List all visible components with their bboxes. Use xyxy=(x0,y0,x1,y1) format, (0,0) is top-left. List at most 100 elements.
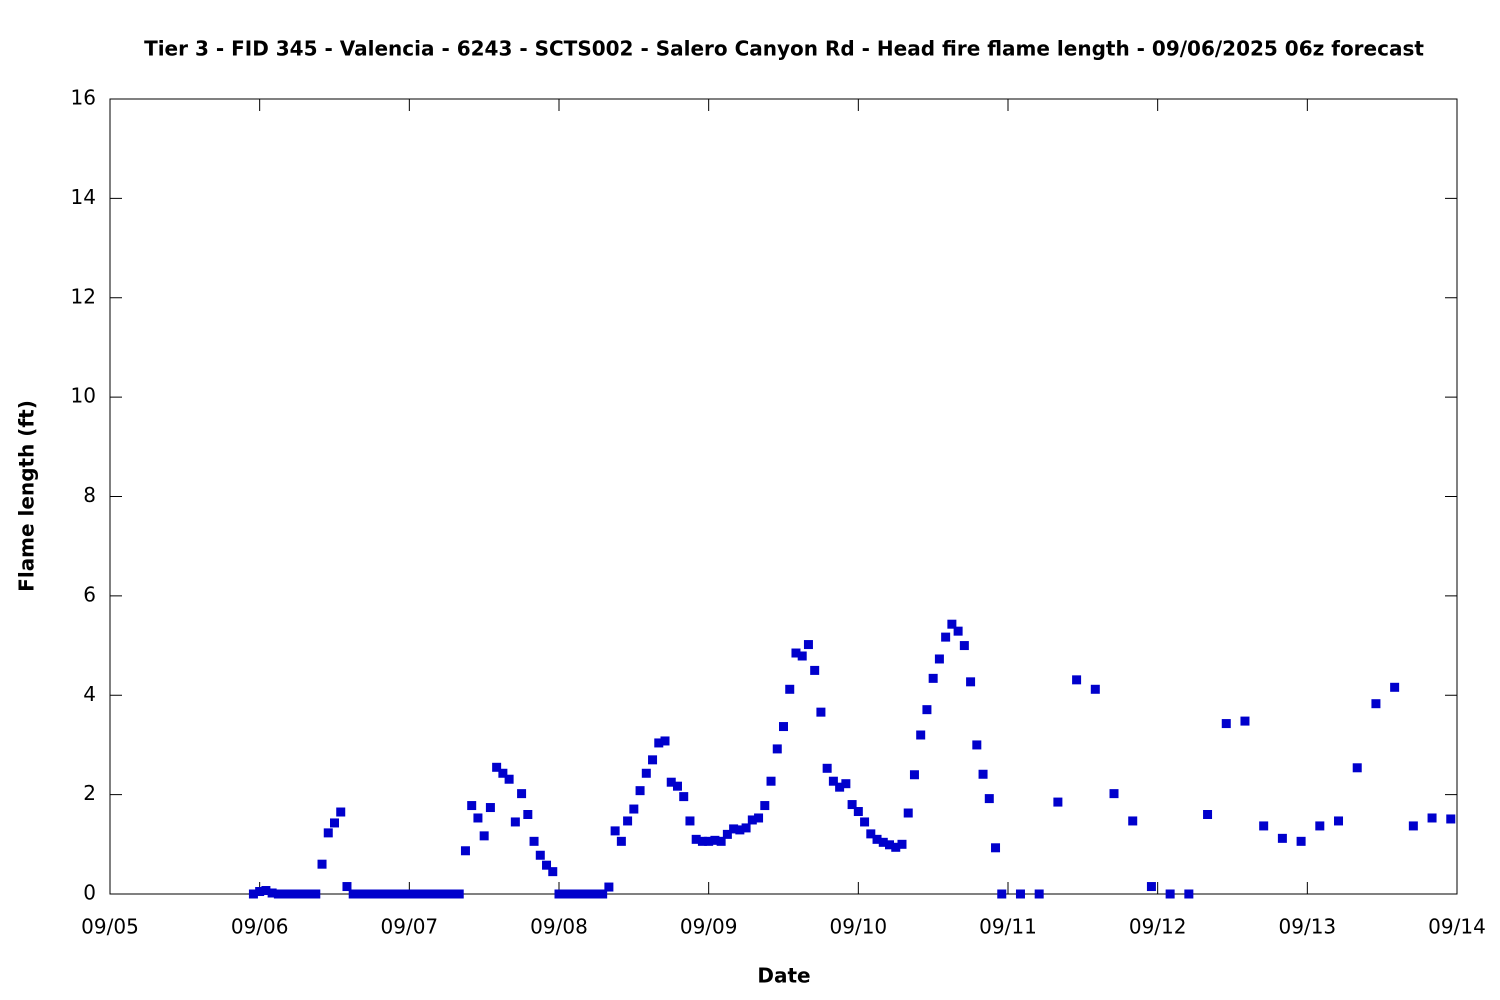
y-tick-label: 6 xyxy=(83,582,96,606)
point xyxy=(610,826,620,836)
point xyxy=(354,889,364,899)
point xyxy=(292,889,302,899)
point xyxy=(267,888,277,898)
point xyxy=(797,651,807,661)
point xyxy=(691,834,701,844)
point xyxy=(604,882,614,892)
point xyxy=(548,867,558,877)
point xyxy=(623,816,633,826)
point xyxy=(436,889,446,899)
point xyxy=(878,837,888,847)
point xyxy=(822,763,832,773)
point xyxy=(336,807,346,817)
point xyxy=(966,677,976,687)
y-tick-label: 2 xyxy=(83,781,96,805)
point xyxy=(305,889,315,899)
point xyxy=(392,889,402,899)
point xyxy=(1015,889,1025,899)
point xyxy=(847,800,857,810)
point xyxy=(517,789,527,799)
point xyxy=(810,665,820,675)
point xyxy=(460,846,470,856)
point xyxy=(885,840,895,850)
point xyxy=(959,641,969,651)
point xyxy=(1352,763,1362,773)
point xyxy=(1165,889,1175,899)
point xyxy=(286,889,296,899)
x-tick-label: 09/11 xyxy=(979,915,1037,939)
point xyxy=(909,770,919,780)
point xyxy=(423,889,433,899)
point xyxy=(280,889,290,899)
point xyxy=(342,882,352,892)
y-tick-label: 12 xyxy=(71,284,96,308)
point xyxy=(903,808,913,818)
point xyxy=(941,632,951,642)
point xyxy=(367,889,377,899)
point xyxy=(298,889,308,899)
point xyxy=(429,889,439,899)
point xyxy=(704,836,714,846)
point xyxy=(1315,821,1325,831)
point xyxy=(1334,816,1344,826)
point xyxy=(791,648,801,658)
point xyxy=(672,781,682,791)
x-tick-label: 09/13 xyxy=(1279,915,1337,939)
point xyxy=(1128,816,1138,826)
point xyxy=(722,829,732,839)
point xyxy=(529,836,539,846)
y-tick-label: 8 xyxy=(83,483,96,507)
point xyxy=(953,626,963,636)
point xyxy=(1221,719,1231,729)
point xyxy=(554,889,564,899)
point xyxy=(828,776,838,786)
point xyxy=(853,807,863,817)
point xyxy=(710,835,720,845)
point xyxy=(442,889,452,899)
point xyxy=(1146,882,1156,892)
point xyxy=(1072,675,1082,685)
point xyxy=(648,755,658,765)
point xyxy=(535,850,545,860)
point xyxy=(641,768,651,778)
x-tick-label: 09/12 xyxy=(1129,915,1187,939)
point xyxy=(872,834,882,844)
point xyxy=(772,744,782,754)
point xyxy=(448,889,458,899)
x-tick-label: 09/09 xyxy=(680,915,738,939)
y-axis-label: Flame length (ft) xyxy=(15,400,39,592)
point xyxy=(1203,810,1213,819)
point xyxy=(542,860,552,870)
point xyxy=(1109,789,1119,799)
point xyxy=(504,774,514,784)
point xyxy=(404,889,414,899)
point xyxy=(1259,821,1269,831)
point xyxy=(779,722,788,732)
x-tick-label: 09/10 xyxy=(830,915,888,939)
point xyxy=(934,654,944,664)
point xyxy=(922,705,932,715)
point xyxy=(255,887,265,897)
x-tick-label: 09/07 xyxy=(381,915,439,939)
point xyxy=(947,619,957,629)
point xyxy=(479,831,489,841)
point xyxy=(1053,797,1063,807)
point xyxy=(741,823,751,833)
point xyxy=(866,829,876,839)
point xyxy=(261,886,271,896)
point xyxy=(685,816,695,826)
point xyxy=(785,684,795,694)
point xyxy=(803,640,813,650)
point xyxy=(616,836,626,846)
point xyxy=(754,813,764,823)
point xyxy=(1277,833,1287,843)
point xyxy=(1090,684,1100,694)
plot-frame xyxy=(109,98,1458,895)
point xyxy=(573,889,583,899)
point xyxy=(1427,813,1437,823)
point xyxy=(735,825,745,835)
y-tick-label: 10 xyxy=(71,384,96,408)
point xyxy=(991,843,1001,853)
point xyxy=(997,889,1007,899)
point xyxy=(897,839,907,849)
